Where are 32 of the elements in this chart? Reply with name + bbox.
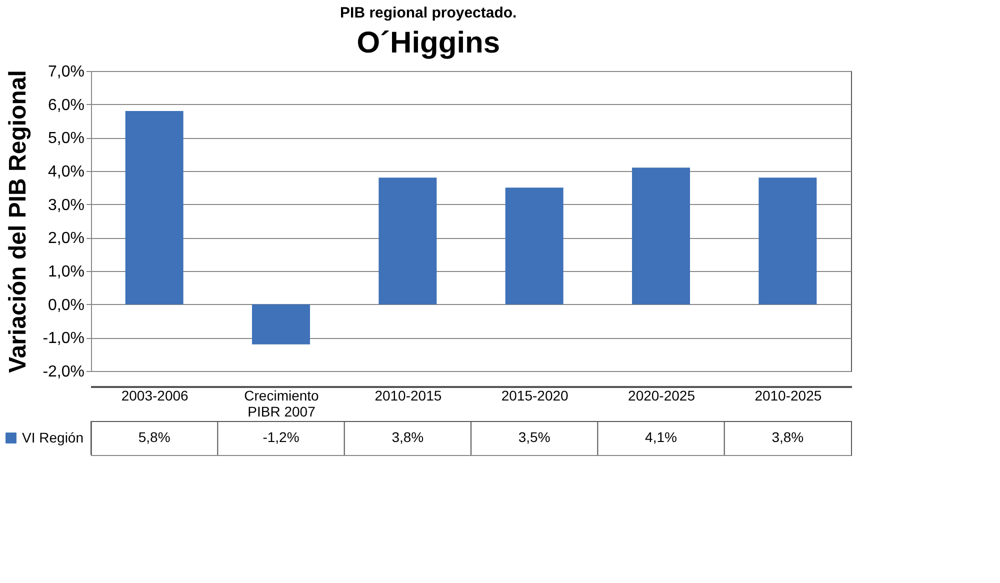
data-label: 3,8% — [772, 429, 804, 445]
bar — [252, 304, 310, 344]
y-tick-label: 3,0% — [48, 196, 84, 214]
x-tick-label: 2010-2015 — [374, 388, 442, 404]
legend-label: VI Región — [22, 430, 84, 446]
x-tick-label: 2020-2025 — [628, 388, 696, 404]
data-label: 3,5% — [518, 429, 550, 445]
bar — [378, 178, 437, 304]
bar — [125, 111, 184, 304]
data-label: 4,1% — [645, 429, 677, 445]
y-tick-label: 2,0% — [48, 230, 84, 248]
y-tick-label: 4,0% — [48, 164, 84, 180]
bar — [632, 168, 690, 304]
y-tick-label: 7,0% — [48, 64, 84, 80]
data-label: 3,8% — [392, 429, 424, 445]
chart-title: PIB regional proyectado. — [340, 4, 517, 22]
x-tick-label: 2015-2020 — [501, 388, 569, 404]
y-tick-label: 5,0% — [48, 130, 84, 148]
bar — [505, 188, 564, 304]
x-tick-label: 2003-2006 — [121, 388, 189, 404]
bar — [758, 178, 817, 304]
y-tick-label: 0,0% — [48, 296, 84, 314]
y-tick-label: -2,0% — [42, 364, 84, 380]
y-tick-label: 1,0% — [48, 264, 84, 280]
data-label: -1,2% — [262, 429, 300, 445]
x-tick-label: Crecimiento PIBR 2007 — [244, 388, 320, 420]
chart-subtitle: O´Higgins — [356, 26, 500, 60]
y-tick-label: -1,0% — [42, 330, 84, 348]
y-tick-label: 6,0% — [48, 96, 84, 114]
x-tick-label: 2010-2025 — [754, 388, 822, 404]
y-axis-title: Variación del PIB Regional — [4, 70, 32, 373]
data-label: 5,8% — [138, 429, 170, 445]
